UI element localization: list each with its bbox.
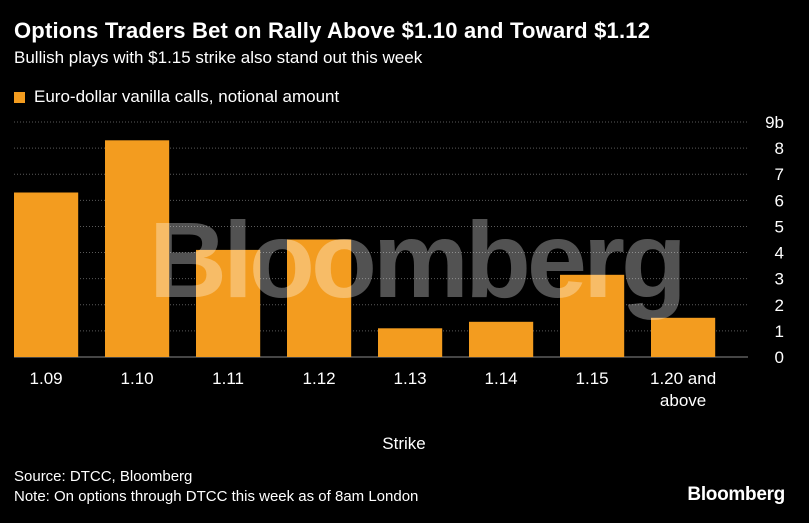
x-tick-label: 1.12 xyxy=(303,369,336,388)
x-tick-label: 1.20 and above xyxy=(650,369,716,410)
y-tick-label: 1 xyxy=(775,322,784,341)
y-tick-label: 5 xyxy=(775,217,784,236)
source-note: Source: DTCC, Bloomberg xyxy=(14,468,193,485)
bar-1.11 xyxy=(196,249,261,357)
y-tick-label: 8 xyxy=(775,139,784,158)
legend: Euro-dollar vanilla calls, notional amou… xyxy=(14,87,339,107)
bar-1.12 xyxy=(287,239,352,357)
bar-1.13 xyxy=(378,328,443,357)
y-tick-label: 0 xyxy=(775,348,784,367)
bar-1.20-and-above xyxy=(651,317,716,357)
bar-1.15 xyxy=(560,274,625,358)
bar-1.10 xyxy=(105,140,170,357)
bloomberg-logo: Bloomberg xyxy=(687,484,785,505)
x-tick-label: 1.14 xyxy=(485,369,518,388)
x-axis-ticks: 1.09 1.10 1.11 1.12 1.13 1.14 1.15 1.20 and abov… xyxy=(30,369,717,410)
bar-1.09 xyxy=(14,192,79,357)
y-tick-label: 7 xyxy=(775,165,784,184)
bloomberg-watermark: Bloomberg xyxy=(149,199,683,320)
bars xyxy=(14,140,716,358)
y-tick-label: 9b xyxy=(765,113,784,132)
x-tick-label: 1.11 xyxy=(212,369,244,388)
chart-title: Options Traders Bet on Rally Above $1.10… xyxy=(14,18,651,43)
y-tick-label: 4 xyxy=(775,244,784,263)
chart-subtitle: Bullish plays with $1.15 strike also sta… xyxy=(14,48,423,67)
x-axis-label: Strike xyxy=(382,434,425,453)
x-tick-label: 1.10 xyxy=(121,369,154,388)
x-tick-label: 1.15 xyxy=(576,369,609,388)
y-tick-label: 2 xyxy=(775,296,784,315)
legend-label: Euro-dollar vanilla calls, notional amou… xyxy=(34,87,340,106)
y-tick-label: 6 xyxy=(775,191,784,210)
legend-swatch xyxy=(14,91,25,103)
x-tick-label: 1.09 xyxy=(30,369,63,388)
bar-1.14 xyxy=(469,321,534,358)
y-axis-ticks: 0 1 2 3 4 5 6 7 8 9b xyxy=(765,113,784,367)
x-tick-label: 1.13 xyxy=(394,369,427,388)
y-tick-label: 3 xyxy=(775,270,784,289)
footnote: Note: On options through DTCC this week … xyxy=(14,488,419,505)
